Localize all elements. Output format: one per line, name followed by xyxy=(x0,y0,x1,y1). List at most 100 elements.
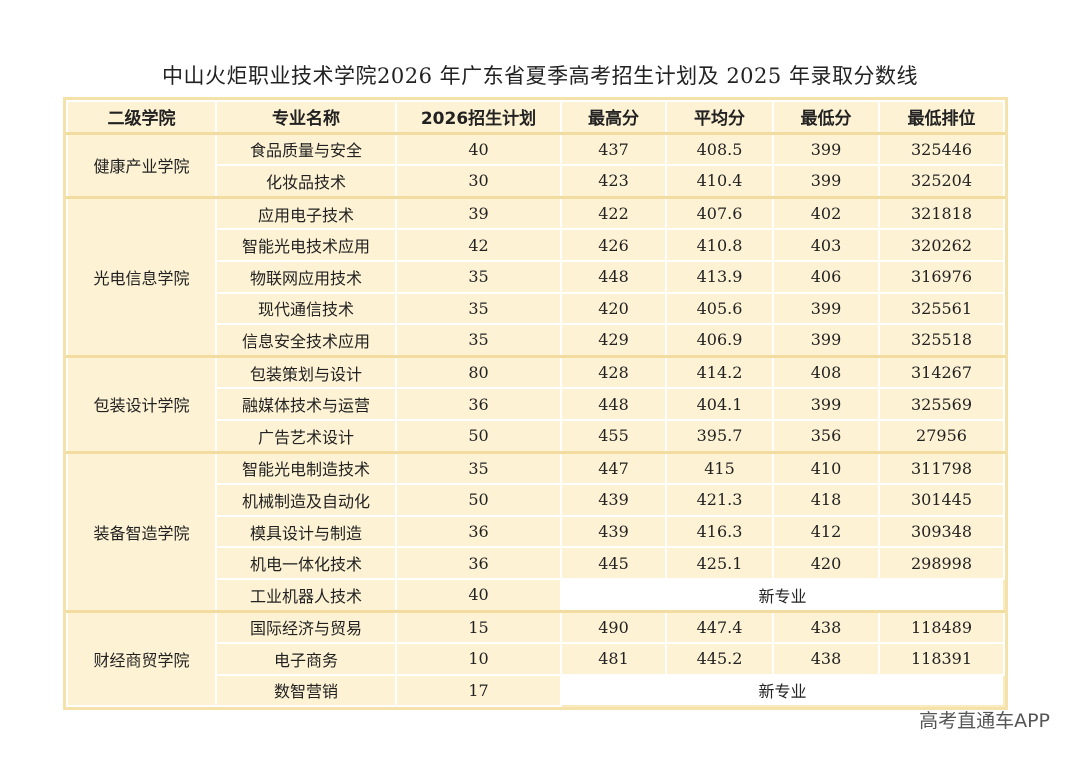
value-cell: 404.1 xyxy=(665,387,774,421)
table-row: 模具设计与制造 36 439 416.3 412 309348 xyxy=(67,514,1005,549)
value-cell: 438 xyxy=(772,609,880,645)
value-cell: 15 xyxy=(395,609,562,645)
header-cell: 最低分 xyxy=(772,99,880,135)
value-cell: 408 xyxy=(772,354,880,390)
major-cell: 智能光电制造技术 xyxy=(215,450,397,486)
value-cell: 314267 xyxy=(878,354,1005,390)
value-cell: 35 xyxy=(395,450,562,486)
value-cell: 429 xyxy=(560,323,667,358)
value-cell: 437 xyxy=(560,131,667,167)
college-cell: 包装设计学院 xyxy=(66,354,217,454)
value-cell: 10 xyxy=(395,642,562,676)
major-cell: 智能光电技术应用 xyxy=(215,228,397,262)
value-cell: 414.2 xyxy=(665,354,774,390)
value-cell: 413.9 xyxy=(665,259,774,294)
watermark: 高考直通车APP xyxy=(919,710,1050,732)
value-cell: 118391 xyxy=(878,642,1005,676)
table-row: 化妆品技术 30 423 410.4 399 325204 xyxy=(67,164,1005,199)
college-cell: 装备智造学院 xyxy=(66,450,217,612)
value-cell: 448 xyxy=(560,259,667,294)
value-cell: 35 xyxy=(395,291,562,326)
major-cell: 应用电子技术 xyxy=(215,195,397,231)
value-cell: 438 xyxy=(772,642,880,676)
table-row: 智能光电技术应用 42 426 410.8 403 320262 xyxy=(67,228,1005,262)
note-cell: 新专业 xyxy=(560,577,1005,613)
value-cell: 309348 xyxy=(878,514,1005,549)
value-cell: 118489 xyxy=(878,609,1005,645)
table-row: 机械制造及自动化 50 439 421.3 418 301445 xyxy=(67,483,1005,517)
major-cell: 包装策划与设计 xyxy=(215,354,397,390)
major-cell: 数智营销 xyxy=(215,673,397,708)
value-cell: 445 xyxy=(560,546,667,580)
value-cell: 406 xyxy=(772,259,880,294)
table-row: 工业机器人技术 40 新专业 xyxy=(67,577,1005,613)
value-cell: 426 xyxy=(560,228,667,262)
value-cell: 30 xyxy=(395,164,562,199)
value-cell: 399 xyxy=(772,164,880,199)
header-cell: 2026招生计划 xyxy=(395,99,562,135)
note-cell: 新专业 xyxy=(560,673,1005,708)
value-cell: 17 xyxy=(395,673,562,708)
header-cell: 最高分 xyxy=(560,99,667,135)
header-cell: 平均分 xyxy=(665,99,774,135)
college-cell: 光电信息学院 xyxy=(66,195,217,358)
value-cell: 325561 xyxy=(878,291,1005,326)
value-cell: 422 xyxy=(560,195,667,231)
table-row: 现代通信技术 35 420 405.6 399 325561 xyxy=(67,291,1005,326)
table-row: 融媒体技术与运营 36 448 404.1 399 325569 xyxy=(67,387,1005,421)
table-row: 数智营销 17 新专业 xyxy=(67,673,1005,708)
value-cell: 399 xyxy=(772,131,880,167)
major-cell: 食品质量与安全 xyxy=(215,131,397,167)
value-cell: 50 xyxy=(395,418,562,454)
value-cell: 402 xyxy=(772,195,880,231)
value-cell: 298998 xyxy=(878,546,1005,580)
college-cell: 财经商贸学院 xyxy=(66,609,217,708)
value-cell: 36 xyxy=(395,387,562,421)
major-cell: 工业机器人技术 xyxy=(215,577,397,613)
value-cell: 445.2 xyxy=(665,642,774,676)
table-row: 广告艺术设计 50 455 395.7 356 27956 xyxy=(67,418,1005,454)
header-cell: 最低排位 xyxy=(878,99,1005,135)
value-cell: 420 xyxy=(772,546,880,580)
value-cell: 439 xyxy=(560,483,667,517)
major-cell: 国际经济与贸易 xyxy=(215,609,397,645)
value-cell: 447 xyxy=(560,450,667,486)
value-cell: 40 xyxy=(395,131,562,167)
value-cell: 311798 xyxy=(878,450,1005,486)
major-cell: 机电一体化技术 xyxy=(215,546,397,580)
value-cell: 325204 xyxy=(878,164,1005,199)
major-cell: 模具设计与制造 xyxy=(215,514,397,549)
table-row: 物联网应用技术 35 448 413.9 406 316976 xyxy=(67,259,1005,294)
value-cell: 406.9 xyxy=(665,323,774,358)
table: 二级学院 专业名称 2026招生计划 最高分 平均分 最低分 最低排位 健康产业学院 食品质量… xyxy=(63,96,1008,711)
value-cell: 40 xyxy=(395,577,562,613)
table-row: 电子商务 10 481 445.2 438 118391 xyxy=(67,642,1005,676)
value-cell: 405.6 xyxy=(665,291,774,326)
value-cell: 455 xyxy=(560,418,667,454)
major-cell: 化妆品技术 xyxy=(215,164,397,199)
value-cell: 399 xyxy=(772,291,880,326)
value-cell: 412 xyxy=(772,514,880,549)
value-cell: 356 xyxy=(772,418,880,454)
value-cell: 448 xyxy=(560,387,667,421)
value-cell: 490 xyxy=(560,609,667,645)
value-cell: 408.5 xyxy=(665,131,774,167)
college-cell: 健康产业学院 xyxy=(66,131,217,199)
value-cell: 410.8 xyxy=(665,228,774,262)
value-cell: 415 xyxy=(665,450,774,486)
value-cell: 428 xyxy=(560,354,667,390)
table-row: 装备智造学院 智能光电制造技术 35 447 415 410 311798 xyxy=(66,450,1005,612)
value-cell: 320262 xyxy=(878,228,1005,262)
major-cell: 现代通信技术 xyxy=(215,291,397,326)
table-row: 财经商贸学院 国际经济与贸易 15 490 447.4 438 118489 xyxy=(66,609,1005,708)
value-cell: 325518 xyxy=(878,323,1005,358)
header-cell: 二级学院 xyxy=(66,99,217,135)
value-cell: 421.3 xyxy=(665,483,774,517)
value-cell: 35 xyxy=(395,259,562,294)
value-cell: 410 xyxy=(772,450,880,486)
value-cell: 325446 xyxy=(878,131,1005,167)
table-body: 健康产业学院 食品质量与安全 40 437 408.5 399 325446 化妆品技术 30 4… xyxy=(66,131,1005,708)
value-cell: 316976 xyxy=(878,259,1005,294)
major-cell: 物联网应用技术 xyxy=(215,259,397,294)
